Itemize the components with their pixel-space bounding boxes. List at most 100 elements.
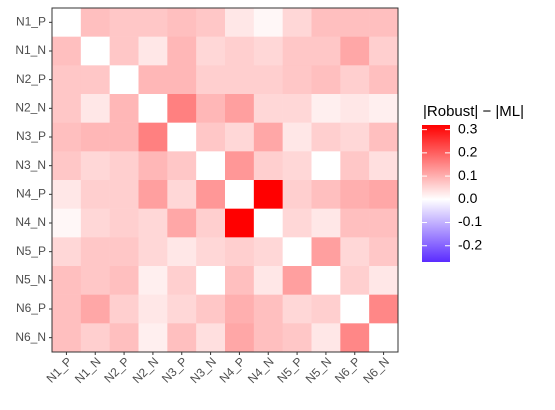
heat-cell <box>253 94 283 123</box>
heat-cell <box>282 151 312 181</box>
heat-cell <box>52 180 82 209</box>
y-tick-label: N2_P <box>16 72 46 86</box>
heat-cell <box>196 323 226 353</box>
y-tick-label: N3_N <box>15 158 46 172</box>
heat-cell <box>225 237 255 267</box>
colorbar <box>422 125 450 262</box>
heat-cell <box>167 151 197 181</box>
heat-cell <box>52 208 82 238</box>
heat-cell <box>167 266 197 295</box>
heat-cell <box>138 266 168 295</box>
heat-cell <box>167 122 197 152</box>
heat-cell <box>109 180 139 209</box>
heat-cell <box>369 208 399 238</box>
heat-cell <box>196 122 226 152</box>
heat-cell <box>340 180 370 209</box>
heat-cell <box>196 94 226 123</box>
heat-cell <box>80 65 110 95</box>
heat-cell <box>167 323 197 353</box>
heat-cell <box>311 323 341 353</box>
heat-cell <box>80 323 110 353</box>
heat-cell <box>80 36 110 66</box>
heat-cell <box>225 294 255 324</box>
heat-cell <box>282 94 312 123</box>
x-tick-label: N4_N <box>245 354 277 386</box>
heat-cell <box>282 237 312 267</box>
heat-cell <box>109 65 139 95</box>
heat-cell <box>80 94 110 123</box>
heat-cell <box>167 36 197 66</box>
heat-cell <box>52 65 82 95</box>
heat-cell <box>196 65 226 95</box>
x-tick-label: N2_N <box>130 354 162 386</box>
heat-cell <box>167 294 197 324</box>
colorbar-tick-label: -0.2 <box>458 236 482 252</box>
y-tick-label: N1_P <box>16 15 46 29</box>
heat-cell <box>340 208 370 238</box>
x-tick-label: N5_P <box>274 354 305 385</box>
heat-cell <box>311 151 341 181</box>
heat-cell <box>138 237 168 267</box>
colorbar-tick-label: 0.1 <box>458 167 478 183</box>
heat-cell <box>167 237 197 267</box>
heat-cell <box>340 237 370 267</box>
heat-cell <box>282 65 312 95</box>
heat-cell <box>80 294 110 324</box>
heat-cell <box>52 323 82 353</box>
heat-cell <box>225 94 255 123</box>
heat-cell <box>311 266 341 295</box>
heat-cell <box>138 94 168 123</box>
heat-cell <box>340 122 370 152</box>
heat-cell <box>340 323 370 353</box>
heat-cell <box>109 237 139 267</box>
colorbar-tick-label: -0.1 <box>458 213 482 229</box>
y-tick-label: N4_P <box>16 187 46 201</box>
heat-cell <box>340 94 370 123</box>
heat-cell <box>138 294 168 324</box>
heat-cell <box>369 122 399 152</box>
heat-cell <box>109 151 139 181</box>
heat-cell <box>282 208 312 238</box>
heat-cell <box>253 208 283 238</box>
y-tick-label: N4_N <box>15 215 46 229</box>
heat-cell <box>80 266 110 295</box>
heat-cell <box>52 266 82 295</box>
heat-cell <box>52 151 82 181</box>
x-tick-label: N5_N <box>303 354 335 386</box>
heat-cell <box>109 266 139 295</box>
heat-cell <box>311 122 341 152</box>
heat-cell <box>196 8 226 37</box>
heat-cell <box>196 180 226 209</box>
heat-cell <box>311 94 341 123</box>
heat-cell <box>369 151 399 181</box>
heat-cell <box>253 36 283 66</box>
heat-cell <box>369 8 399 37</box>
heat-cell <box>196 237 226 267</box>
heat-cell <box>340 65 370 95</box>
colorbar-tick-label: 0.2 <box>458 144 478 160</box>
heat-cell <box>311 180 341 209</box>
y-tick-label: N6_N <box>15 330 46 344</box>
heat-cell <box>80 208 110 238</box>
heat-cell <box>225 323 255 353</box>
heat-cell <box>80 180 110 209</box>
heat-cell <box>340 266 370 295</box>
y-tick-label: N1_N <box>15 43 46 57</box>
heat-cell <box>196 208 226 238</box>
x-tick-label: N6_P <box>332 354 363 385</box>
heat-cell <box>138 151 168 181</box>
heat-cell <box>340 151 370 181</box>
heat-cell <box>282 122 312 152</box>
heat-cell <box>138 8 168 37</box>
heat-cell <box>340 8 370 37</box>
heat-cell <box>311 36 341 66</box>
heat-cell <box>225 151 255 181</box>
y-tick-label: N3_P <box>16 129 46 143</box>
heat-cell <box>369 36 399 66</box>
colorbar-tick-label: 0.0 <box>458 190 478 206</box>
heat-cell <box>282 8 312 37</box>
heat-cell <box>253 151 283 181</box>
x-tick-label: N3_N <box>187 354 219 386</box>
x-tick-label: N1_P <box>44 354 75 385</box>
